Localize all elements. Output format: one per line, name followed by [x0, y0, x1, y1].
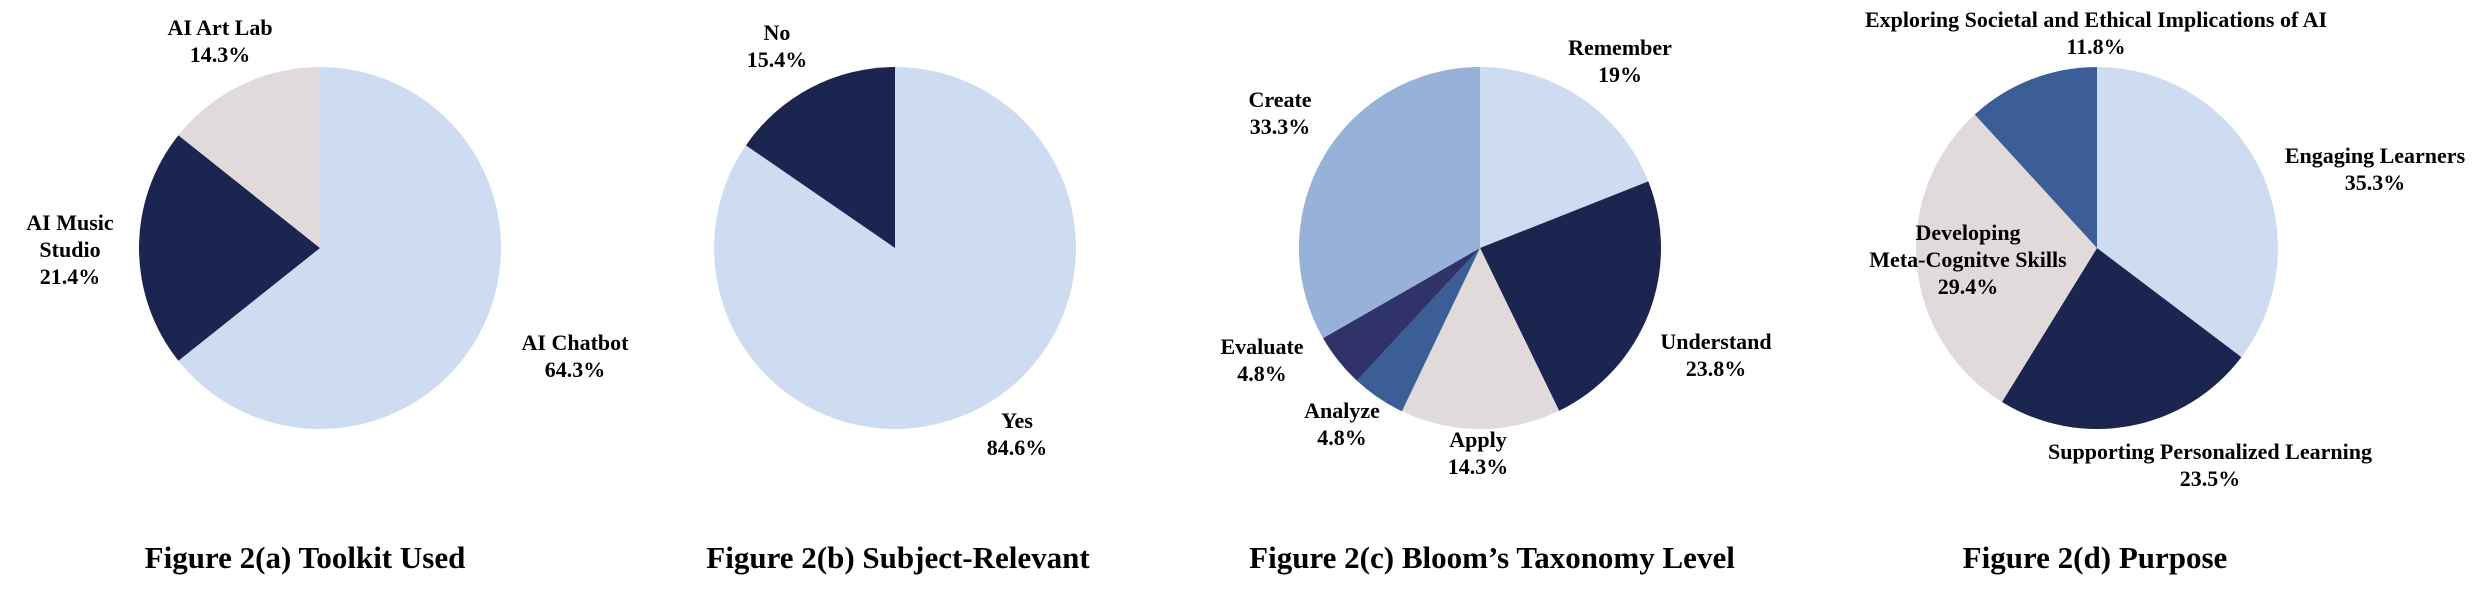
- pie-slice-apply: [1401, 248, 1560, 430]
- slice-label-ai-music-studio: AI Music Studio 21.4%: [26, 210, 114, 289]
- slice-label-apply: Apply 14.3%: [1448, 427, 1509, 479]
- pie-slice-exploring-societal-and-ethical-implications-of-ai: [1974, 67, 2097, 248]
- slice-label-engaging-learners: Engaging Learners 35.3%: [2285, 143, 2466, 195]
- slice-label-analyze: Analyze 4.8%: [1304, 398, 1380, 450]
- pie-slice-evaluate: [1323, 248, 1480, 381]
- slice-label-no: No 15.4%: [747, 20, 808, 72]
- pie-slice-yes: [713, 67, 1076, 430]
- slice-label-developing-meta-cognitve-skills: Developing Meta-Cognitve Skills 29.4%: [1869, 220, 2067, 299]
- caption-blooms-taxonomy: Figure 2(c) Bloom’s Taxonomy Level: [1249, 540, 1735, 575]
- pie-slice-analyze: [1356, 248, 1480, 412]
- slice-label-ai-art-lab: AI Art Lab 14.3%: [167, 15, 272, 67]
- slice-label-supporting-personalized-learning: Supporting Personalized Learning 23.5%: [2048, 439, 2372, 491]
- pie-slice-ai-chatbot: [178, 67, 502, 429]
- slice-label-yes: Yes 84.6%: [987, 408, 1048, 460]
- pie-slice-supporting-personalized-learning: [2001, 248, 2242, 430]
- slice-label-remember: Remember 19%: [1568, 35, 1672, 87]
- pie-slice-create: [1299, 67, 1480, 339]
- pie-slice-remember: [1480, 67, 1649, 248]
- slice-label-create: Create 33.3%: [1248, 87, 1311, 139]
- caption-subject-relevant: Figure 2(b) Subject-Relevant: [706, 540, 1090, 575]
- pie-slice-no: [745, 67, 895, 248]
- pie-slice-ai-music-studio: [139, 135, 320, 361]
- pie-slice-ai-art-lab: [178, 67, 320, 248]
- pie-slice-understand: [1480, 181, 1661, 411]
- slice-label-ai-chatbot: AI Chatbot 64.3%: [522, 330, 630, 382]
- slice-label-exploring-societal-and-ethical-implications-of-ai: Exploring Societal and Ethical Implicati…: [1865, 7, 2327, 59]
- pie-slice-engaging-learners: [2097, 67, 2278, 358]
- slice-label-understand: Understand 23.8%: [1660, 329, 1771, 381]
- caption-purpose: Figure 2(d) Purpose: [1962, 540, 2228, 575]
- slice-label-evaluate: Evaluate 4.8%: [1220, 334, 1303, 386]
- pie-slice-developing-meta-cognitve-skills: [1915, 114, 2097, 403]
- caption-toolkit-used: Figure 2(a) Toolkit Used: [144, 540, 466, 575]
